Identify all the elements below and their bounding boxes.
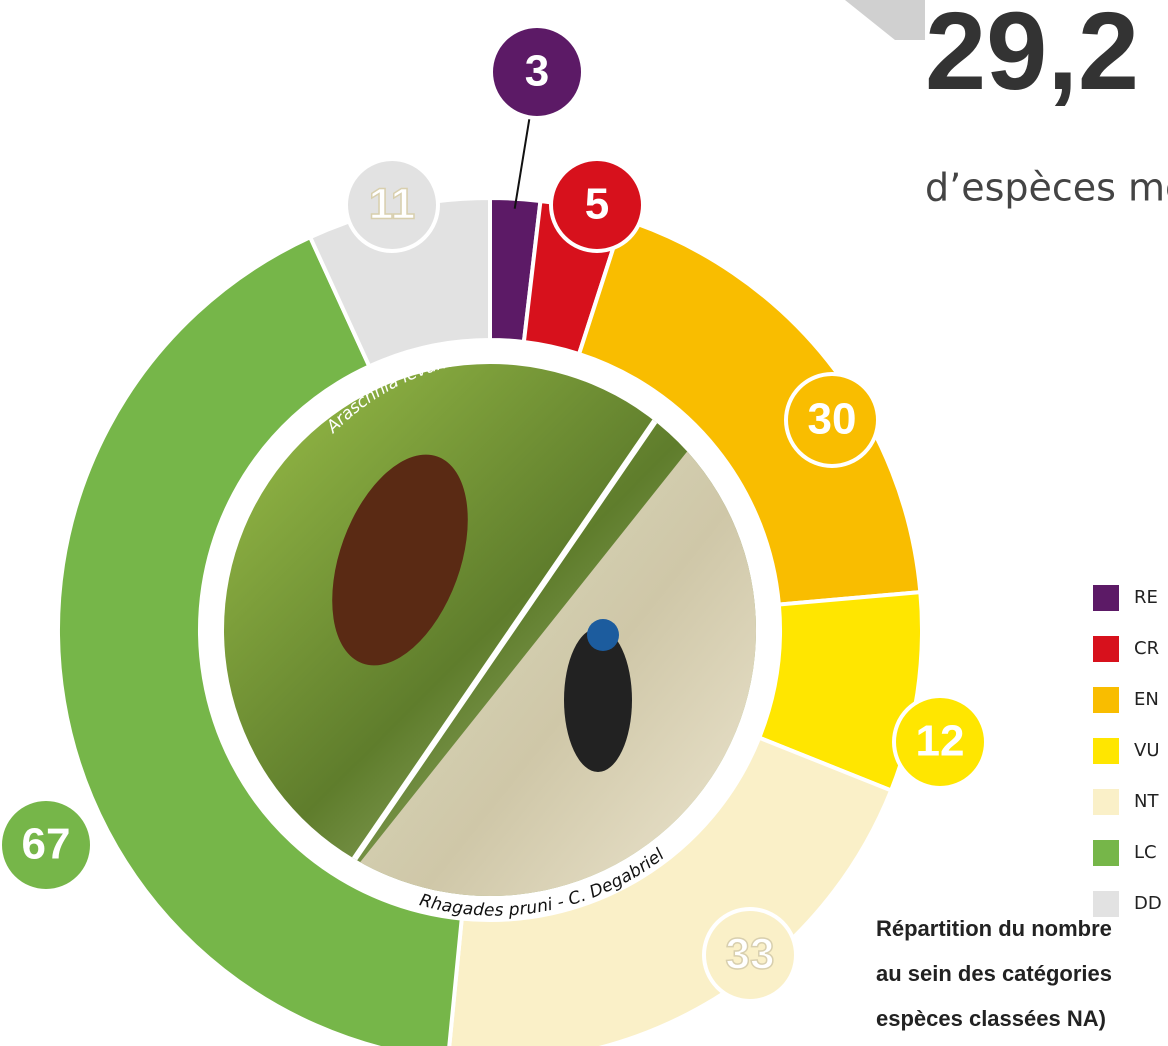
value-label: 5 xyxy=(585,180,609,229)
legend-label: LC xyxy=(1134,842,1157,863)
value-label: 3 xyxy=(525,47,549,96)
legend: RE CR EN VU NT LC DD xyxy=(1093,585,1162,917)
caption-line: espèces classées NA) xyxy=(876,1006,1106,1031)
legend-label: EN xyxy=(1134,689,1159,710)
chart: 29,2 d’espèces me Araschnia levana - T. … xyxy=(0,0,1168,1046)
legend-swatch xyxy=(1093,840,1119,866)
legend-swatch xyxy=(1093,636,1119,662)
legend-label: RE xyxy=(1134,587,1158,608)
legend-label: DD xyxy=(1134,893,1162,914)
value-label: 30 xyxy=(808,395,857,444)
legend-label: CR xyxy=(1134,638,1159,659)
subtitle: d’espèces me xyxy=(925,166,1168,210)
legend-label: NT xyxy=(1134,791,1159,812)
legend-swatch xyxy=(1093,585,1119,611)
title: 29,2 xyxy=(925,0,1139,113)
value-label: 12 xyxy=(916,717,965,766)
legend-swatch xyxy=(1093,789,1119,815)
caption-line: au sein des catégories xyxy=(876,961,1112,986)
caption-line: Répartition du nombre xyxy=(876,916,1112,941)
legend-swatch xyxy=(1093,738,1119,764)
value-label: 67 xyxy=(22,820,71,869)
value-label: 33 xyxy=(726,930,775,979)
legend-label: VU xyxy=(1134,740,1160,761)
value-label: 11 xyxy=(369,180,416,229)
legend-swatch xyxy=(1093,891,1119,917)
legend-swatch xyxy=(1093,687,1119,713)
caption: Répartition du nombre au sein des catégo… xyxy=(876,916,1112,1031)
decor xyxy=(845,0,925,40)
